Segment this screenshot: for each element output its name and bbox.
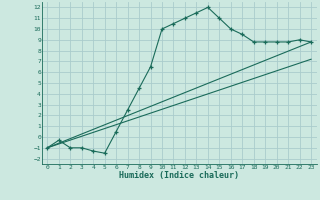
X-axis label: Humidex (Indice chaleur): Humidex (Indice chaleur): [119, 171, 239, 180]
